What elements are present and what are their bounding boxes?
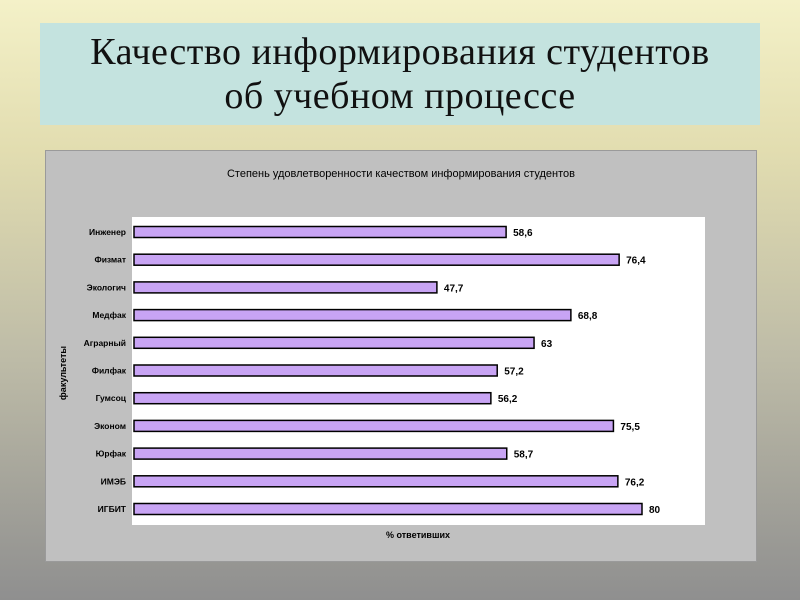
bar-7	[133, 391, 492, 405]
value-label: 63	[541, 339, 553, 350]
value-label: 76,4	[626, 256, 646, 267]
chart-title: Степень удовлетворенности качеством инфо…	[227, 168, 575, 180]
bar-4	[133, 308, 572, 322]
value-label: 58,6	[513, 228, 533, 239]
bar-2	[133, 253, 620, 266]
category-label: ИГБИТ	[98, 504, 127, 514]
slide-title-box: Качество информирования студентов об уче…	[40, 23, 760, 125]
category-label: Экологич	[87, 282, 126, 292]
category-label: Гумсоц	[96, 393, 127, 403]
category-label: Юрфак	[96, 449, 127, 459]
category-label: Физмат	[94, 255, 126, 265]
slide-title-line-2: об учебном процессе	[224, 75, 576, 117]
category-label: ИМЭБ	[101, 476, 126, 486]
y-axis-label: факультеты	[58, 346, 68, 400]
category-label: Эконом	[94, 421, 126, 431]
category-label: Филфак	[92, 366, 127, 376]
value-label: 56,2	[498, 394, 518, 405]
bar-5	[133, 336, 535, 350]
x-axis-label: % ответивших	[386, 530, 450, 540]
bar-3	[133, 281, 438, 294]
category-label: Инженер	[89, 227, 126, 237]
bar-8	[133, 419, 615, 433]
bar-9	[133, 447, 508, 460]
chart-panel: Степень удовлетворенности качеством инфо…	[45, 150, 757, 562]
category-label: Аграрный	[84, 338, 126, 348]
value-label: 58,7	[514, 450, 534, 461]
slide-title-line-1: Качество информирования студентов	[90, 31, 710, 73]
value-label: 57,2	[504, 367, 524, 378]
bar-10	[133, 475, 619, 488]
value-label: 47,7	[444, 283, 464, 294]
value-label: 80	[649, 505, 661, 516]
bar-1	[133, 225, 507, 239]
value-label: 75,5	[620, 422, 640, 433]
value-label: 76,2	[625, 477, 645, 488]
category-label: Медфак	[92, 310, 126, 320]
bar-chart: Степень удовлетворенности качеством инфо…	[58, 168, 705, 540]
bar-11	[133, 502, 643, 516]
bar-6	[133, 364, 498, 377]
value-label: 68,8	[578, 311, 598, 322]
